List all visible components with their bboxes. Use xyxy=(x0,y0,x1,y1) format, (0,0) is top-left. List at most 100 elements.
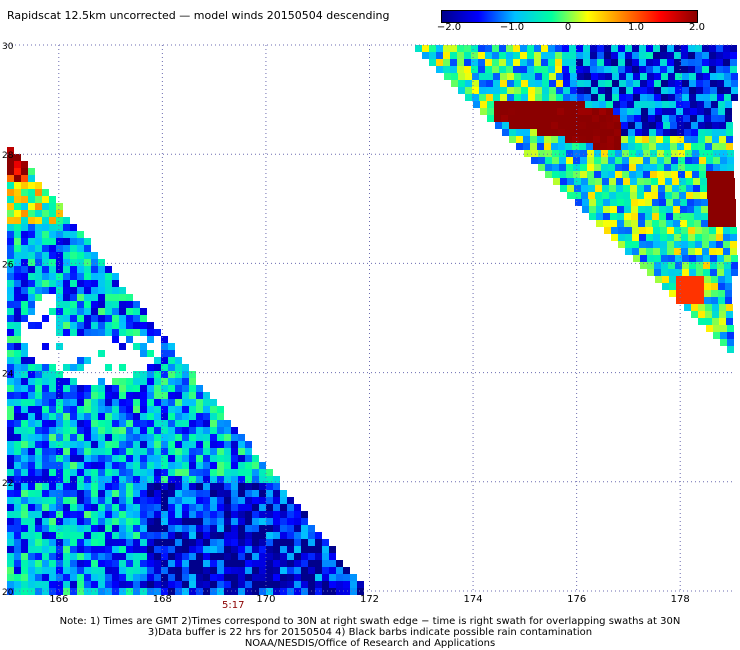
data-cell xyxy=(633,94,640,101)
data-cell xyxy=(224,560,231,567)
data-cell xyxy=(63,483,70,490)
data-cell xyxy=(280,574,287,581)
data-cell xyxy=(649,143,656,150)
data-cell xyxy=(70,308,77,315)
data-cell xyxy=(329,588,336,595)
data-cell xyxy=(706,157,713,164)
data-cell xyxy=(119,287,126,294)
data-cell xyxy=(77,273,84,280)
data-cell xyxy=(196,553,203,560)
data-cell xyxy=(196,504,203,511)
data-cell xyxy=(252,476,259,483)
data-cell xyxy=(98,567,105,574)
data-cell xyxy=(98,420,105,427)
data-cell xyxy=(217,476,224,483)
data-cell xyxy=(56,399,63,406)
data-cell xyxy=(583,52,590,59)
data-cell xyxy=(77,532,84,539)
data-cell xyxy=(14,336,21,343)
data-cell xyxy=(14,343,21,350)
data-cell xyxy=(35,245,42,252)
data-cell xyxy=(42,497,49,504)
data-cell xyxy=(7,252,14,259)
data-cell xyxy=(49,252,56,259)
data-cell xyxy=(63,259,70,266)
data-cell xyxy=(98,441,105,448)
data-cell xyxy=(91,504,98,511)
data-cell xyxy=(571,108,578,115)
data-cell xyxy=(625,248,632,255)
data-cell xyxy=(572,129,579,136)
data-cell xyxy=(35,280,42,287)
data-cell xyxy=(175,490,182,497)
data-cell xyxy=(7,343,14,350)
data-cell xyxy=(203,497,210,504)
data-cell xyxy=(640,262,647,269)
data-cell xyxy=(168,350,175,357)
data-cell xyxy=(119,378,126,385)
data-cell xyxy=(56,287,63,294)
data-cell xyxy=(703,262,710,269)
data-cell xyxy=(217,546,224,553)
data-cell xyxy=(154,518,161,525)
data-cell xyxy=(595,178,602,185)
data-cell xyxy=(655,108,662,115)
data-cell xyxy=(700,185,707,192)
data-cell xyxy=(210,469,217,476)
data-cell xyxy=(56,252,63,259)
data-cell xyxy=(77,294,84,301)
data-cell xyxy=(605,80,612,87)
data-cell xyxy=(654,73,661,80)
data-cell xyxy=(98,574,105,581)
data-cell xyxy=(493,80,500,87)
data-cell xyxy=(42,420,49,427)
data-cell xyxy=(21,399,28,406)
data-cell xyxy=(535,73,542,80)
data-cell xyxy=(21,280,28,287)
data-cell xyxy=(664,150,671,157)
data-cell xyxy=(562,59,569,66)
data-cell xyxy=(563,94,570,101)
data-cell xyxy=(189,413,196,420)
data-cell xyxy=(196,518,203,525)
data-cell xyxy=(147,546,154,553)
data-cell xyxy=(91,560,98,567)
data-cell xyxy=(168,448,175,455)
data-cell xyxy=(7,588,14,595)
data-cell xyxy=(119,385,126,392)
data-cell xyxy=(612,94,619,101)
colorbar-tick: −1.0 xyxy=(499,22,525,33)
data-cell xyxy=(632,248,639,255)
data-cell xyxy=(718,276,725,283)
data-cell xyxy=(672,185,679,192)
data-cell xyxy=(196,532,203,539)
data-cell xyxy=(21,518,28,525)
data-cell xyxy=(238,567,245,574)
data-cell xyxy=(189,476,196,483)
data-cell xyxy=(133,322,140,329)
data-cell xyxy=(688,234,695,241)
data-cell xyxy=(691,304,698,311)
data-cell xyxy=(49,224,56,231)
data-cell xyxy=(252,546,259,553)
data-cell xyxy=(673,206,680,213)
data-cell xyxy=(703,94,710,101)
data-cell xyxy=(231,504,238,511)
data-cell xyxy=(175,427,182,434)
data-cell xyxy=(98,525,105,532)
data-cell xyxy=(259,539,266,546)
data-cell xyxy=(14,322,21,329)
data-cell xyxy=(730,59,737,66)
data-cell xyxy=(196,385,203,392)
data-cell xyxy=(112,427,119,434)
data-cell xyxy=(77,266,84,273)
data-cell xyxy=(56,238,63,245)
data-cell xyxy=(582,199,589,206)
data-cell xyxy=(713,150,720,157)
data-cell xyxy=(119,455,126,462)
data-cell xyxy=(690,276,697,283)
data-cell xyxy=(42,511,49,518)
data-cell xyxy=(559,164,566,171)
data-cell xyxy=(458,87,465,94)
data-cell xyxy=(703,255,710,262)
